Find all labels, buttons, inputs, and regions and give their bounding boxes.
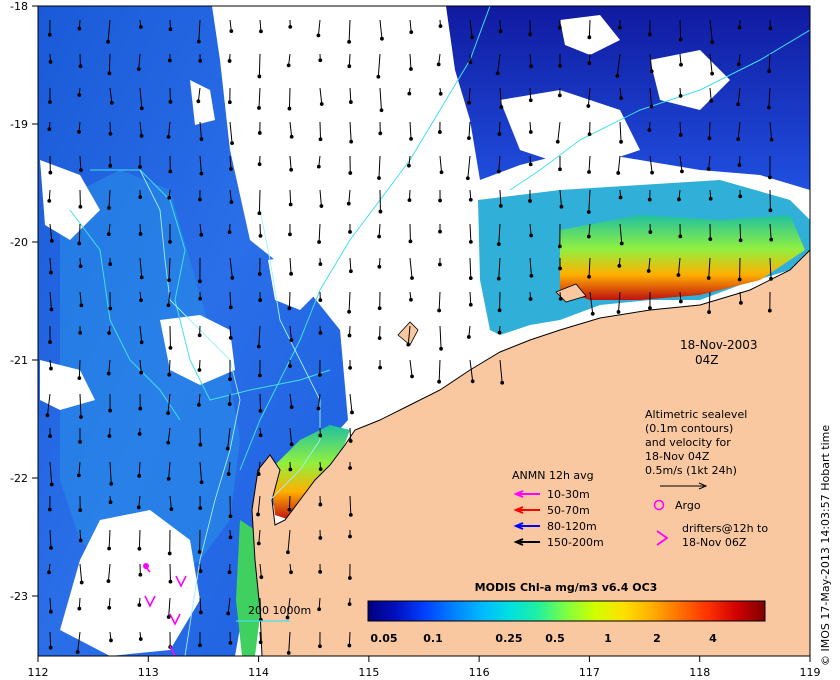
- colorbar-strip: [367, 600, 766, 622]
- altimetry-legend: Altimetric sealevel (0.1m contours) and …: [645, 408, 747, 490]
- anmn-entry-label: 50-70m: [547, 504, 590, 517]
- date-label: 18-Nov-2003: [680, 338, 758, 352]
- x-axis: 112 113 114 115 116 117 118 119: [28, 656, 821, 679]
- anmn-entry-label: 10-30m: [547, 488, 590, 501]
- colorbar-tick-label: 2: [653, 632, 661, 645]
- x-tick-label: 116: [469, 666, 490, 679]
- time-label: 04Z: [695, 353, 719, 367]
- drifter-marker: [656, 530, 669, 546]
- y-tick-label: -19: [10, 118, 28, 131]
- y-tick-label: -22: [10, 472, 28, 485]
- colorbar-tick-label: 1: [604, 632, 612, 645]
- x-tick-label: 118: [689, 666, 710, 679]
- altimetry-legend-line-4: 18-Nov 04Z: [645, 450, 710, 463]
- altimetry-legend-line-2: (0.1m contours): [645, 422, 733, 435]
- anmn-legend-title: ANMN 12h avg: [512, 469, 594, 482]
- plot-area: [38, 6, 810, 656]
- altimetry-legend-line-1: Altimetric sealevel: [645, 408, 747, 421]
- colorbar-tick-label: 0.05: [370, 632, 397, 645]
- colorbar-tick-label: 4: [709, 632, 717, 645]
- altimetry-contours: [69, 6, 810, 471]
- x-tick-label: 117: [579, 666, 600, 679]
- argo-label: Argo: [675, 499, 701, 512]
- plot-frame: [37, 5, 811, 657]
- colorbar-tick-label: 0.25: [495, 632, 522, 645]
- anmn-legend: ANMN 12h avg 10-30m 50-70m 80-120m 150-200m: [512, 469, 604, 549]
- y-tick-label: -18: [10, 0, 28, 13]
- anmn-entry-label: 80-120m: [547, 520, 597, 533]
- altimetry-legend-line-5: 0.5m/s (1kt 24h): [645, 464, 737, 477]
- isobath-label: 200 1000m: [248, 604, 311, 617]
- land-australia: [252, 250, 810, 656]
- y-axis: -18 -19 -20 -21 -22 -23: [10, 0, 38, 603]
- argo-marker: [653, 499, 665, 511]
- anmn-entry-label: 150-200m: [547, 536, 604, 549]
- colorbar: MODIS Chl-a mg/m3 v6.4 OC3 0.05 0.1 0.25 0.…: [367, 581, 766, 645]
- velocity-arrows: [45, 19, 774, 655]
- drifter-position: [143, 563, 149, 569]
- credit-label: © IMOS 17-May-2013 14:03:57 Hobart time: [819, 425, 832, 666]
- colorbar-tick-label: 0.5: [545, 632, 565, 645]
- x-tick-label: 112: [28, 666, 49, 679]
- y-tick-label: -20: [10, 236, 28, 249]
- drifters-label-line-1: drifters@12h to: [682, 522, 768, 535]
- y-tick-label: -23: [10, 590, 28, 603]
- altimetry-legend-line-3: and velocity for: [645, 436, 731, 449]
- drifters-label-line-2: 18-Nov 06Z: [682, 536, 747, 549]
- colorbar-title: MODIS Chl-a mg/m3 v6.4 OC3: [475, 581, 658, 594]
- y-tick-label: -21: [10, 354, 28, 367]
- x-tick-label: 114: [248, 666, 269, 679]
- x-tick-label: 119: [800, 666, 821, 679]
- x-tick-label: 113: [138, 666, 159, 679]
- x-tick-label: 115: [358, 666, 379, 679]
- colorbar-tick-label: 0.1: [423, 632, 443, 645]
